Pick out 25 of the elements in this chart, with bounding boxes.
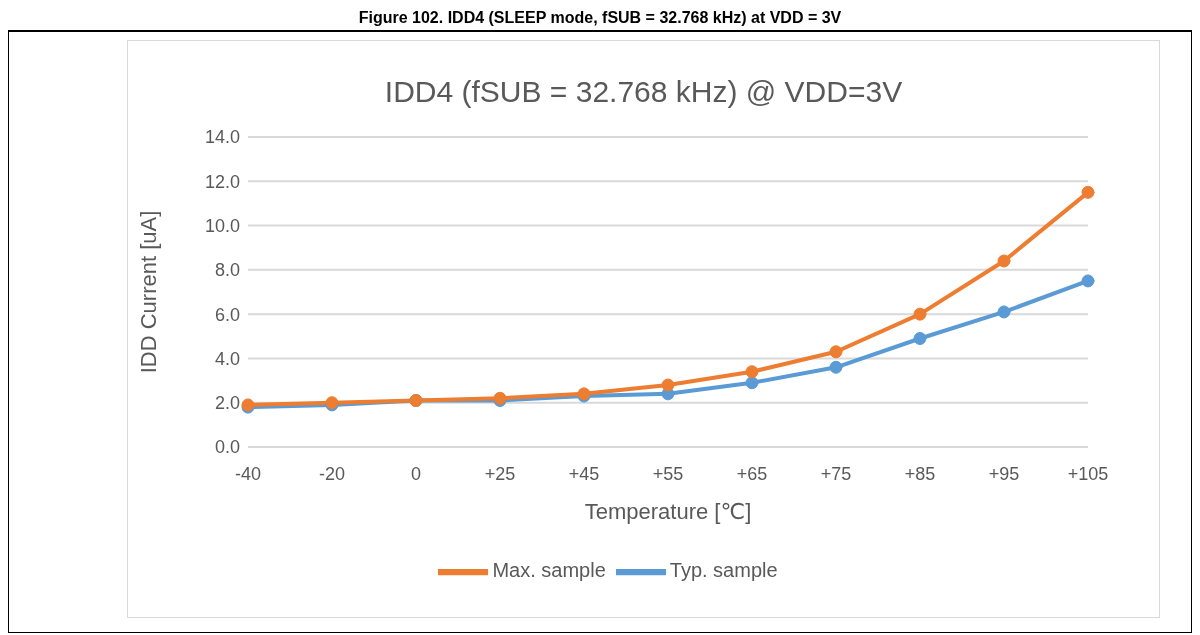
y-tick-label: 4.0 [214,348,240,369]
x-tick-label: -20 [318,463,346,484]
chart-title: IDD4 (fSUB = 32.768 kHz) @ VDD=3V [383,75,904,110]
legend-label: Typ. sample [669,559,778,582]
x-tick-label: +95 [988,463,1020,484]
x-tick-label: +85 [904,463,936,484]
x-tick-label: +25 [484,463,516,484]
x-tick-label: +75 [820,463,852,484]
x-tick-label: +55 [652,463,684,484]
x-tick-label: -40 [234,463,262,484]
y-tick-label: 10.0 [204,215,240,236]
x-tick-label: +65 [736,463,768,484]
y-tick-label: 6.0 [214,304,240,325]
y-tick-label: 2.0 [214,393,240,414]
x-tick-label: +45 [568,463,600,484]
y-tick-label: 0.0 [214,437,240,458]
y-tick-label: 8.0 [214,260,240,281]
x-tick-label: 0 [410,463,422,484]
x-tick-label: +105 [1067,463,1109,484]
legend-label: Max. sample [492,559,606,582]
y-axis-title: IDD Current [uA] [135,210,161,374]
caption: Figure 102. IDD4 (SLEEP mode, fSUB = 32.768 kHz) at VDD = 3V [8,8,1192,32]
y-tick-label: 14.0 [204,127,240,148]
x-axis-title: Temperature [℃] [584,499,752,524]
y-tick-label: 12.0 [204,171,240,192]
